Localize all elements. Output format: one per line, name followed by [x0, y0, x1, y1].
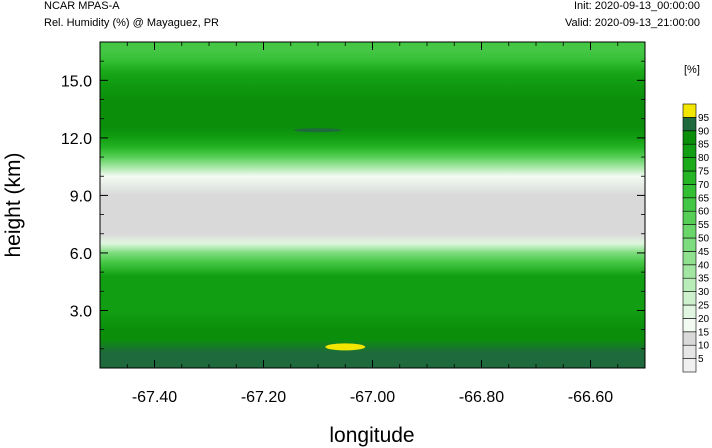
y-tick-label: 6.0	[70, 246, 92, 263]
colorbar-label: 5	[698, 354, 704, 365]
colorbar-swatch	[682, 117, 697, 132]
rh-field	[100, 42, 645, 368]
colorbar-label: 70	[698, 180, 710, 191]
colorbar-label: 60	[698, 207, 710, 218]
colorbar-swatch	[682, 210, 697, 225]
y-axis-label: height (km)	[2, 152, 25, 257]
colorbar-label: 90	[698, 126, 710, 137]
y-tick-label: 15.0	[61, 73, 92, 90]
y-tick-label: 3.0	[70, 303, 92, 320]
y-tick-label: 9.0	[70, 188, 92, 205]
init-time: Init: 2020-09-13_00:00:00	[574, 0, 700, 12]
colorbar-swatch	[682, 184, 697, 199]
colorbar-label: 15	[698, 327, 710, 338]
colorbar-swatch	[682, 344, 697, 359]
x-tick-label: -66.80	[459, 389, 504, 406]
valid-time: Valid: 2020-09-13_21:00:00	[565, 17, 700, 29]
model-name: NCAR MPAS-A	[44, 0, 120, 12]
x-tick-label: -67.20	[241, 389, 286, 406]
colorbar-swatch	[682, 197, 697, 212]
colorbar-swatch	[682, 277, 697, 292]
colorbar-label: 30	[698, 287, 710, 298]
colorbar-title: [%]	[684, 64, 700, 76]
colorbar-swatch	[682, 143, 697, 158]
colorbar-swatch	[682, 130, 697, 145]
colorbar-label: 55	[698, 220, 710, 231]
x-tick-label: -66.60	[568, 389, 613, 406]
colorbar-swatch	[682, 291, 697, 306]
colorbar-swatch	[682, 170, 697, 185]
colorbar-swatch	[682, 304, 697, 319]
field-title: Rel. Humidity (%) @ Mayaguez, PR	[44, 17, 219, 29]
colorbar-swatch	[682, 237, 697, 252]
y-tick-label: 12.0	[61, 131, 92, 148]
colorbar-label: 50	[698, 234, 710, 245]
x-tick-label: -67.40	[132, 389, 177, 406]
rh-feature-2	[294, 128, 342, 133]
colorbar-swatch	[682, 157, 697, 172]
x-axis-label: longitude	[329, 424, 414, 447]
colorbar-swatch	[682, 318, 697, 333]
colorbar-swatch	[682, 224, 697, 239]
colorbar-label: 40	[698, 260, 710, 271]
colorbar-label: 35	[698, 274, 710, 285]
colorbar-label: 85	[698, 140, 710, 151]
colorbar-label: 45	[698, 247, 710, 258]
colorbar-label: 95	[698, 113, 710, 124]
colorbar-label: 20	[698, 314, 710, 325]
colorbar-label: 75	[698, 167, 710, 178]
colorbar-swatch	[682, 103, 697, 118]
colorbar-swatch	[682, 358, 697, 373]
colorbar-swatch	[682, 251, 697, 266]
colorbar-label: 25	[698, 301, 710, 312]
colorbar-label: 65	[698, 193, 710, 204]
colorbar-label: 10	[698, 341, 710, 352]
colorbar-swatch	[682, 264, 697, 279]
colorbar-label: 80	[698, 153, 710, 164]
x-tick-label: -67.00	[350, 389, 395, 406]
colorbar-swatch	[682, 331, 697, 346]
rh-feature-1	[325, 343, 366, 351]
